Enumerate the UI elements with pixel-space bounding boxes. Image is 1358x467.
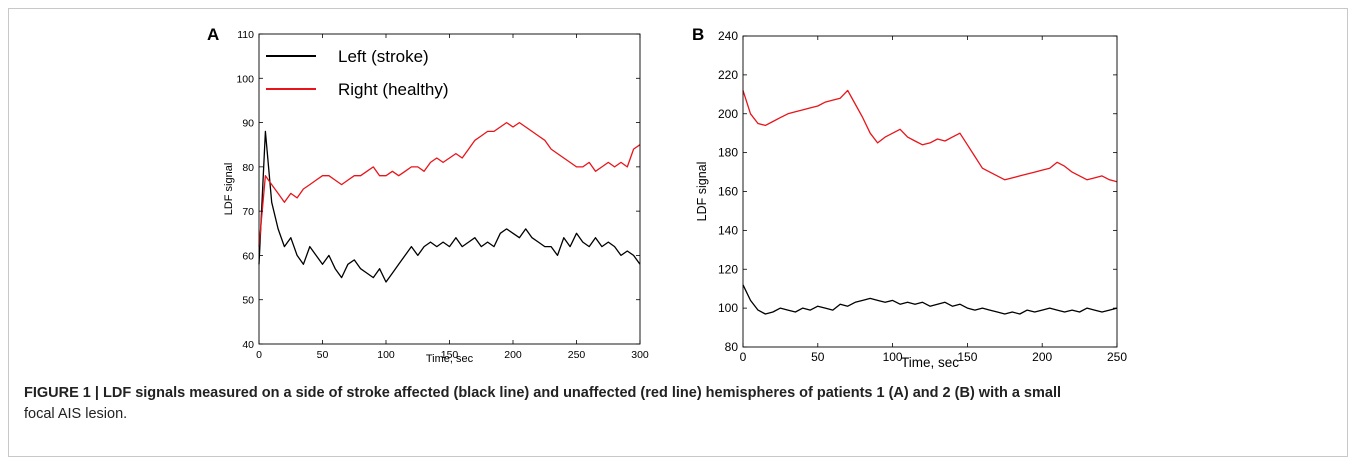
y-tick-label: 100	[718, 301, 738, 315]
y-axis-label: LDF signal	[695, 162, 709, 222]
series-line-1	[258, 121, 641, 247]
x-tick-label: 300	[631, 349, 649, 361]
panel-label: A	[207, 25, 219, 44]
x-tick-label: 150	[957, 350, 977, 364]
series-line-1	[742, 89, 1118, 183]
x-tick-label: 100	[377, 349, 395, 361]
x-tick-label: 200	[1032, 350, 1052, 364]
y-tick-label: 200	[718, 107, 738, 121]
legend: Left (stroke) Right (healthy)	[266, 47, 449, 99]
chart-panel-a: 0 50 100 150 200 250 300 40 50 60 70 80 90 100 110 Time…	[207, 25, 649, 365]
y-tick-label: 240	[718, 29, 738, 43]
y-tick-label: 160	[718, 185, 738, 199]
figure-frame	[8, 8, 1348, 457]
x-axis-label: Time, sec	[901, 355, 959, 370]
y-tick-label: 80	[242, 162, 254, 174]
x-tick-label: 50	[811, 350, 825, 364]
x-tick-label: 250	[568, 349, 586, 361]
x-tick-label: 250	[1107, 350, 1127, 364]
y-tick-label: 50	[242, 295, 254, 307]
y-tick-label: 120	[718, 262, 738, 276]
y-tick-label: 60	[242, 250, 254, 262]
axes-box	[742, 35, 1118, 348]
y-tick-label: 100	[236, 73, 254, 85]
caption-bold-text: FIGURE 1 | LDF signals measured on a sid…	[24, 385, 1061, 401]
y-tick-label: 110	[237, 29, 254, 41]
caption-rest-text: focal AIS lesion.	[24, 406, 128, 422]
panel-label: B	[692, 25, 704, 44]
x-tick-label: 200	[504, 349, 522, 361]
x-tick-label: 150	[441, 349, 459, 361]
x-tick-label: 50	[317, 349, 329, 361]
series-line-0	[742, 284, 1118, 315]
figure-caption: FIGURE 1 | LDF signals measured on a sid…	[24, 383, 1334, 425]
x-tick-label: 0	[740, 350, 747, 364]
x-tick-label: 0	[256, 349, 262, 361]
y-tick-label: 180	[718, 146, 738, 160]
x-axis-label: Time, sec	[426, 353, 474, 365]
y-tick-label: 140	[718, 223, 738, 237]
y-tick-label: 40	[242, 339, 254, 351]
legend-label: Left (stroke)	[338, 47, 429, 66]
chart-panel-b: 0 50 100 150 200 250 80 100 120 140 160 180 200 220 24…	[692, 25, 1127, 370]
x-tick-label: 100	[883, 350, 903, 364]
y-tick-label: 80	[725, 340, 739, 354]
y-tick-label: 90	[242, 118, 254, 130]
y-axis-label: LDF signal	[223, 163, 235, 216]
y-tick-label: 220	[718, 68, 738, 82]
axes-box	[258, 33, 641, 345]
series-line-0	[258, 130, 641, 283]
legend-label: Right (healthy)	[338, 80, 449, 99]
y-tick-label: 70	[242, 206, 254, 218]
